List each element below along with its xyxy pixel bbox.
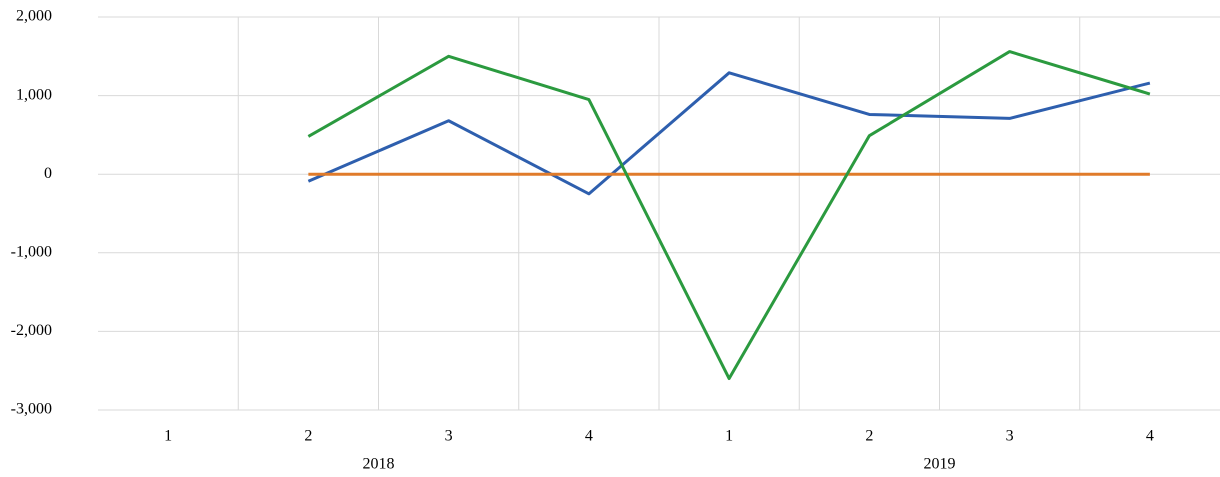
y-tick-label: -1,000 (11, 243, 52, 260)
y-tick-label: 2,000 (16, 8, 52, 25)
x-tick-label: 4 (585, 428, 593, 445)
group-label: 2018 (363, 456, 395, 473)
series-line (307, 71, 1151, 196)
x-tick-label: 4 (1146, 428, 1154, 445)
x-tick-label: 1 (164, 428, 172, 445)
y-tick-label: 0 (44, 165, 52, 182)
y-tick-label: -2,000 (11, 322, 52, 339)
x-tick-label: 1 (725, 428, 733, 445)
y-tick-label: 1,000 (16, 86, 52, 103)
x-tick-label: 3 (445, 428, 453, 445)
series-line (307, 50, 1151, 381)
group-label: 2019 (924, 456, 956, 473)
x-tick-label: 3 (1006, 428, 1014, 445)
x-tick-label: 2 (304, 428, 312, 445)
y-tick-label: -3,000 (11, 401, 52, 418)
x-tick-label: 2 (865, 428, 873, 445)
